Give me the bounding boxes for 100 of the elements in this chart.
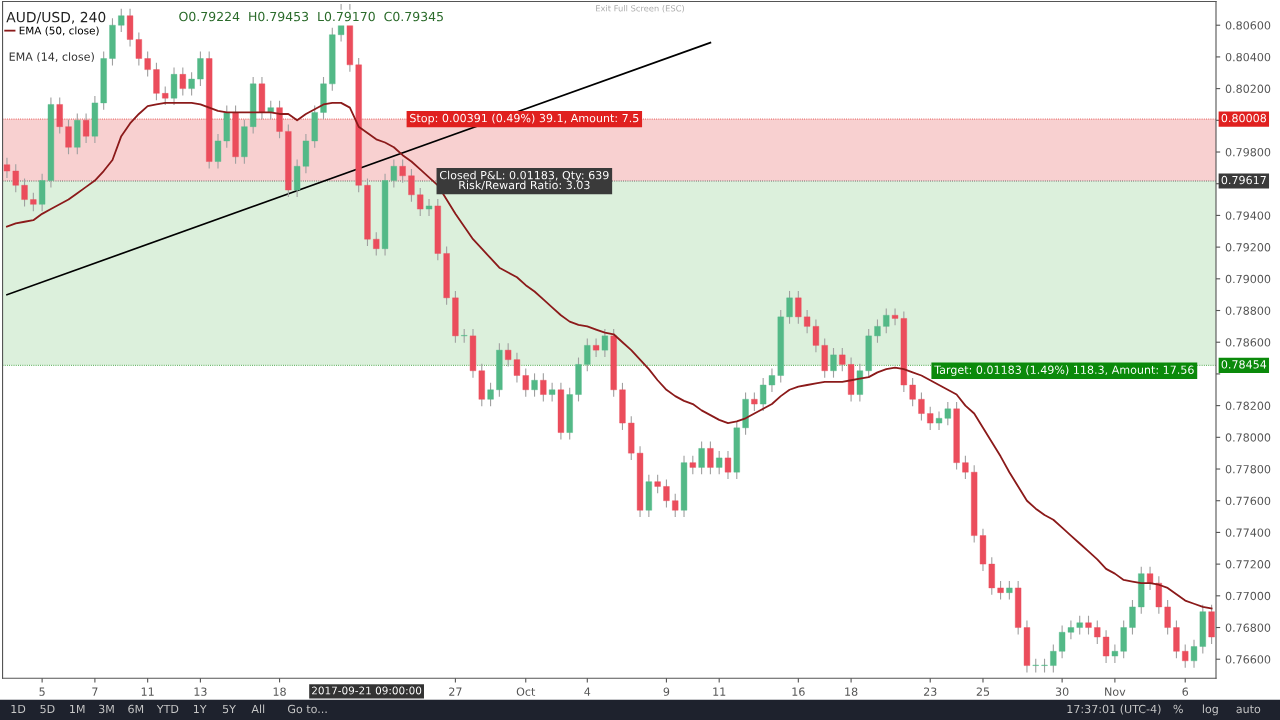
- y-tick-label: 0.77200: [1225, 560, 1271, 569]
- x-tick-label: 9: [663, 687, 670, 696]
- candlestick: [1164, 600, 1171, 635]
- y-tick-label: 0.77000: [1225, 591, 1271, 601]
- text: 17:37:01 (UTC-4): [1067, 704, 1161, 715]
- annotation: EMA (14, close): [9, 52, 94, 63]
- candlestick: [179, 67, 186, 96]
- text: 1Y: [193, 704, 207, 713]
- ref-line-label: 0.80008: [1221, 113, 1267, 123]
- y-tick-label: 0.79000: [1225, 274, 1271, 284]
- candlestick: [909, 378, 916, 407]
- candlestick: [707, 441, 714, 475]
- candlestick: [188, 72, 195, 96]
- x-tick-label: 27: [449, 687, 462, 696]
- text: 1D: [11, 704, 26, 713]
- candlestick: [883, 308, 890, 334]
- y-tick-label: 0.76600: [1225, 655, 1271, 664]
- x-tick-label: 16: [792, 687, 805, 696]
- candlestick: [1173, 620, 1180, 659]
- x-tick-label: 11: [141, 687, 154, 696]
- candlestick: [592, 338, 600, 358]
- candlestick: [716, 451, 723, 475]
- candlestick: [672, 493, 679, 518]
- x-tick-label: 30: [1055, 687, 1069, 696]
- y-tick-label: 0.79800: [1225, 147, 1271, 157]
- candlestick: [1050, 644, 1057, 673]
- y-tick-label: 0.80400: [1225, 52, 1271, 62]
- y-tick-label: 0.79400: [1225, 211, 1271, 220]
- candlestick: [1182, 644, 1189, 668]
- candlestick: [1120, 620, 1127, 659]
- candlestick: [144, 51, 151, 77]
- candlestick: [56, 97, 63, 134]
- candlestick: [65, 119, 72, 155]
- annotation: Closed P&L: 0.01183, Qty: 639 Risk/Reward Ratio: 3.03: [439, 170, 609, 191]
- legend-label: EMA (50, close): [19, 26, 99, 36]
- candlestick: [839, 348, 846, 372]
- text: 6M: [128, 704, 144, 714]
- ref-line-label: 0.79617: [1221, 175, 1266, 185]
- x-tick-label: 5: [39, 687, 45, 696]
- text: 5D: [40, 704, 55, 714]
- text: 5Y: [222, 704, 236, 714]
- candlestick: [373, 232, 380, 256]
- x-tick-label: 13: [194, 687, 207, 696]
- candlestick: [1094, 620, 1101, 644]
- candlestick: [276, 100, 283, 139]
- candlestick: [1111, 644, 1118, 663]
- text: All: [251, 704, 265, 713]
- x-tick-label: 7: [92, 687, 98, 696]
- candlestick: [795, 290, 802, 324]
- text: 3M: [99, 704, 114, 714]
- text: 1M: [70, 704, 85, 713]
- candlestick: [118, 8, 125, 33]
- candlestick: [408, 168, 415, 202]
- x-tick-label: 4: [584, 687, 591, 696]
- text: Go to...: [287, 704, 327, 714]
- x-tick-label: 25: [976, 687, 990, 696]
- annotation: Stop: 0.00391 (0.49%) 39.1, Amount: 7.5: [410, 113, 639, 125]
- candlestick: [918, 392, 925, 421]
- text: AUD/USD, 240: [6, 11, 106, 24]
- candlestick: [170, 67, 178, 106]
- x-tick-label: 23: [923, 687, 937, 696]
- y-tick-label: 0.76800: [1225, 623, 1271, 632]
- candlestick: [874, 319, 881, 343]
- text: log: [1202, 704, 1218, 716]
- y-tick-label: 0.78200: [1225, 401, 1271, 410]
- candlestick: [82, 113, 90, 144]
- x-tick-label: 18: [845, 687, 858, 696]
- candlestick: [549, 382, 556, 402]
- candlestick: [663, 479, 670, 508]
- x-tick-label: 6: [1182, 687, 1189, 696]
- candlestick: [417, 187, 424, 216]
- candlestick: [601, 328, 608, 358]
- y-tick-label: 0.77800: [1225, 464, 1271, 474]
- candlestick: [927, 406, 934, 430]
- y-tick-label: 0.77600: [1225, 496, 1271, 506]
- y-tick-label: 0.78600: [1225, 338, 1271, 347]
- candlestick: [1102, 630, 1110, 663]
- x-tick-label: 18: [273, 687, 286, 696]
- text: %: [1173, 704, 1183, 714]
- y-tick-label: 0.78000: [1225, 433, 1271, 442]
- candlestick: [786, 290, 793, 324]
- candlestick: [1129, 600, 1136, 635]
- ref-line-label: 0.78454: [1221, 360, 1267, 369]
- candlestick: [540, 373, 547, 402]
- annotation: Target: 0.01183 (1.49%) 118.3, Amount: 17.56: [934, 365, 1194, 377]
- candlestick: [531, 373, 538, 397]
- candlestick: [698, 441, 705, 475]
- candlestick: [830, 348, 837, 378]
- text: auto: [1236, 705, 1261, 714]
- text: 2017-09-21 09:00:00: [312, 686, 422, 695]
- candlestick: [197, 51, 204, 87]
- candlestick: [962, 455, 969, 480]
- candlestick: [153, 62, 160, 101]
- line-series: [6, 101, 1213, 610]
- candlestick: [425, 199, 433, 216]
- y-tick-label: 0.80600: [1225, 21, 1271, 30]
- candlestick: [487, 382, 494, 407]
- candlestick: [399, 159, 406, 183]
- y-tick-label: 0.79200: [1225, 243, 1271, 252]
- candlestick: [584, 338, 591, 372]
